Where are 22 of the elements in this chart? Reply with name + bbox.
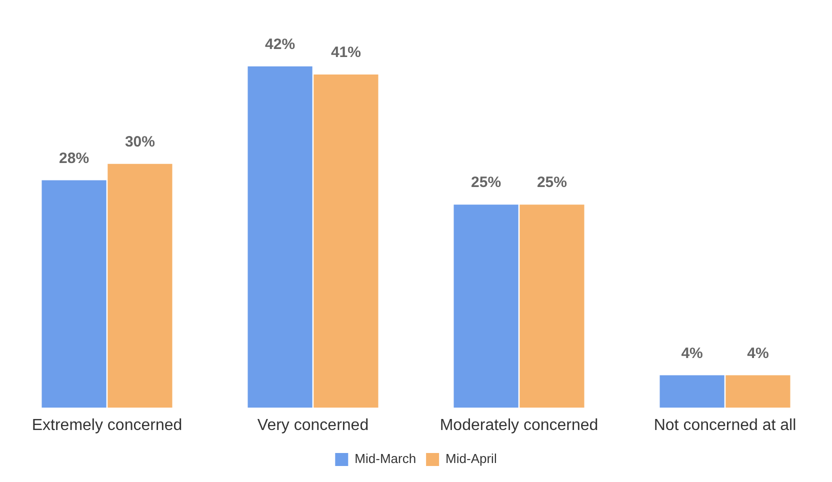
- bar: [108, 164, 172, 408]
- data-label: 41%: [330, 44, 361, 62]
- bar: [660, 375, 724, 408]
- data-label: 30%: [124, 134, 155, 151]
- legend-label: Mid-March: [354, 451, 416, 466]
- data-label: 25%: [536, 174, 567, 192]
- data-label: 4%: [681, 344, 703, 362]
- bar: [248, 66, 312, 408]
- x-tick-label: Very concerned: [257, 416, 369, 434]
- bar: [520, 204, 584, 408]
- bar: [42, 180, 106, 408]
- data-label: 42%: [265, 36, 296, 54]
- legend-label: Mid-April: [446, 451, 497, 466]
- x-tick-label: Moderately concerned: [440, 416, 598, 434]
- x-tick-label: Not concerned at all: [654, 416, 796, 434]
- x-tick-label: Extremely concerned: [32, 416, 182, 434]
- bar: [726, 375, 790, 408]
- bar: [454, 204, 518, 408]
- data-label: 4%: [747, 344, 769, 362]
- bar: [314, 74, 378, 408]
- data-label: 28%: [59, 150, 90, 167]
- data-label: 25%: [471, 174, 502, 192]
